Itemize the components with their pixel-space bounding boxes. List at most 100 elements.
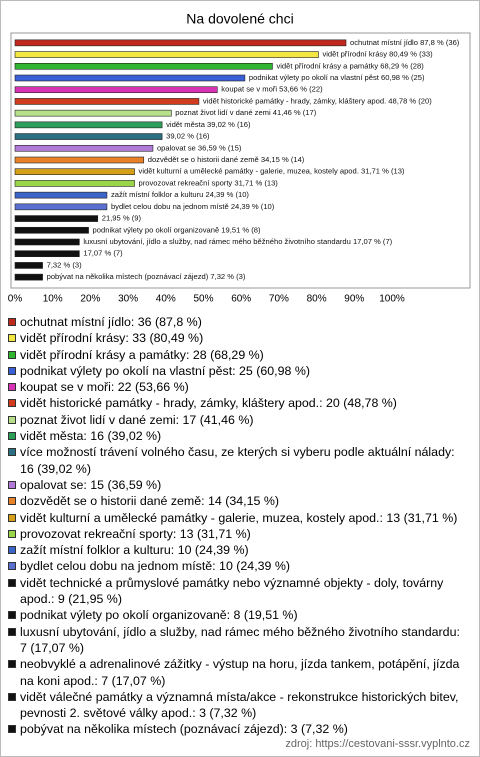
legend-text: dozvědět se o historii dané země: 14 (34… (20, 494, 279, 509)
x-tick-label: 60% (231, 294, 251, 305)
legend-swatch (8, 415, 16, 424)
legend-item: ochutnat místní jídlo: 36 (87,8 %) (8, 314, 470, 330)
chart-title: Na dovolené chci (186, 11, 293, 27)
bar-label: podnikat výlety po okolí na vlastní pěst… (249, 73, 425, 82)
legend-swatch (8, 660, 16, 669)
legend-text: vidět přírodní krásy: 33 (80,49 %) (20, 331, 204, 346)
bar-label: dozvědět se o historii dané země 34,15 %… (148, 155, 305, 164)
bar (14, 273, 43, 281)
legend-item: vidět přírodní krásy a památky: 28 (68,2… (8, 347, 470, 363)
legend-item: dozvědět se o historii dané země: 14 (34… (8, 493, 470, 509)
bar-label: 7,32 % (3) (47, 260, 83, 269)
legend-swatch (8, 529, 16, 538)
x-tick-label: 80% (307, 294, 327, 305)
legend-swatch (8, 546, 16, 555)
legend-item: opalovat se: 15 (36,59 %) (8, 477, 470, 493)
legend-swatch (8, 432, 16, 441)
source: zdroj: https://cestovani-sssr.vyplnto.cz (285, 738, 470, 750)
legend-item: provozovat rekreační sporty: 13 (31,71 %… (8, 526, 470, 542)
legend-swatch (8, 725, 16, 734)
legend-text: vidět přírodní krásy a památky: 28 (68,2… (20, 347, 264, 362)
legend-item: vidět historické památky - hrady, zámky,… (8, 395, 470, 411)
legend-text: více možností trávení volného času, ze k… (20, 445, 455, 476)
legend-swatch (8, 399, 16, 408)
legend-swatch (8, 578, 16, 587)
x-tick-label: 70% (269, 294, 289, 305)
legend-item: koupat se v moři: 22 (53,66 %) (8, 379, 470, 395)
bar-label: opalovat se 36,59 % (15) (157, 143, 242, 152)
plot-frame (10, 32, 471, 289)
x-tick-label: 10% (43, 294, 63, 305)
bar (14, 86, 218, 94)
bar-label: vidět historické památky - hrady, zámky,… (203, 96, 432, 105)
legend-swatch (8, 366, 16, 375)
bar-label: podnikat výlety po okolí organizovaně 19… (93, 225, 261, 234)
legend-swatch (8, 562, 16, 571)
bar (14, 62, 273, 70)
bar (14, 133, 163, 140)
bar (14, 238, 80, 246)
legend-item: luxusní ubytování, jídlo a služby, nad r… (8, 624, 470, 657)
legend-text: luxusní ubytování, jídlo a služby, nad r… (20, 624, 460, 655)
legend-text: vidět města: 16 (39,02 %) (20, 429, 162, 444)
bar-label: vidět přírodní krásy a památky 68,29 % (… (276, 61, 424, 70)
bar-label: zažít místní folklor a kulturu 24,39 % (… (111, 190, 249, 199)
bar (14, 109, 172, 117)
bar (14, 168, 135, 176)
legend-text: podnikat výlety po okolí organizovaně: 8… (20, 608, 298, 623)
legend-swatch (8, 611, 16, 620)
bar (14, 180, 135, 187)
bar-label: luxusní ubytování, jídlo a služby, nad r… (83, 237, 392, 246)
x-tick-label: 0% (8, 294, 23, 305)
legend-item: neobvyklé a adrenalinové zážitky - výstu… (8, 656, 470, 689)
legend-item: vidět technické a průmyslové památky neb… (8, 575, 470, 608)
legend-swatch (8, 448, 16, 457)
x-tick-label: 90% (344, 294, 364, 305)
legend-text: vidět válečné památky a významná místa/a… (20, 689, 459, 721)
legend-text: neobvyklé a adrenalinové zážitky - výstu… (20, 657, 460, 688)
bar (14, 144, 154, 152)
bar-label: pobývat na několika místech (poznávací z… (47, 272, 246, 281)
bar (14, 121, 163, 129)
bar (14, 156, 145, 164)
legend-swatch (8, 350, 16, 359)
legend-item: bydlet celou dobu na jednom místě: 10 (2… (8, 558, 470, 574)
bar (14, 98, 200, 105)
x-tick-label: 20% (80, 294, 100, 305)
bars: ochutnat místní jídlo 87,8 % (36) vidět p… (14, 38, 460, 281)
legend-text: poznat život lidí v dané zemi: 17 (41,46… (20, 412, 254, 427)
chart: Na dovolené chci ochutnat místní jídlo 8… (8, 11, 471, 305)
legend-text: podnikat výlety po okolí na vlastní pěst… (20, 363, 310, 378)
legend-item: vidět přírodní krásy: 33 (80,49 %) (8, 330, 470, 346)
legend-text: opalovat se: 15 (36,59 %) (20, 477, 162, 492)
bar-label: ochutnat místní jídlo 87,8 % (36) (350, 38, 460, 47)
legend-swatch (8, 480, 16, 489)
bar-label: bydlet celou dobu na jednom místě 24,39 … (111, 202, 275, 211)
x-tick-label: 40% (156, 294, 176, 305)
legend-swatch (8, 318, 16, 326)
legend-item: pobývat na několika místech (poznávací z… (8, 721, 470, 737)
legend-swatch (8, 497, 16, 506)
legend-text: pobývat na několika místech (poznávací z… (20, 722, 348, 737)
legend-item: vidět kulturní a umělecké památky - gale… (8, 510, 470, 526)
bar (14, 262, 43, 269)
legend-swatch (8, 334, 16, 343)
legend-item: podnikat výlety po okolí na vlastní pěst… (8, 363, 470, 379)
bar (14, 39, 347, 47)
legend-item: vidět města: 16 (39,02 %) (8, 428, 470, 444)
bar (14, 74, 246, 82)
bar-label: vidět kulturní a umělecké památky - gale… (139, 167, 405, 176)
x-tick-label: 50% (193, 294, 213, 305)
bar (14, 51, 319, 58)
x-tick-label: 30% (118, 294, 138, 305)
legend-text: koupat se v moři: 22 (53,66 %) (20, 380, 189, 395)
legend-item: podnikat výlety po okolí organizovaně: 8… (8, 607, 470, 623)
bar-label: vidět města 39,02 % (16) (166, 120, 251, 129)
bar-label: 21,95 % (9) (102, 214, 142, 223)
bar (14, 226, 89, 234)
legend-text: zažít místní folklor a kulturu: 10 (24,3… (20, 543, 249, 558)
legend-text: bydlet celou dobu na jednom místě: 10 (2… (20, 559, 291, 574)
bar-label: vidět přírodní krásy 80,49 % (33) (322, 50, 433, 59)
legend-text: ochutnat místní jídlo: 36 (87,8 %) (20, 315, 202, 329)
bar-label: 39,02 % (16) (166, 132, 210, 141)
